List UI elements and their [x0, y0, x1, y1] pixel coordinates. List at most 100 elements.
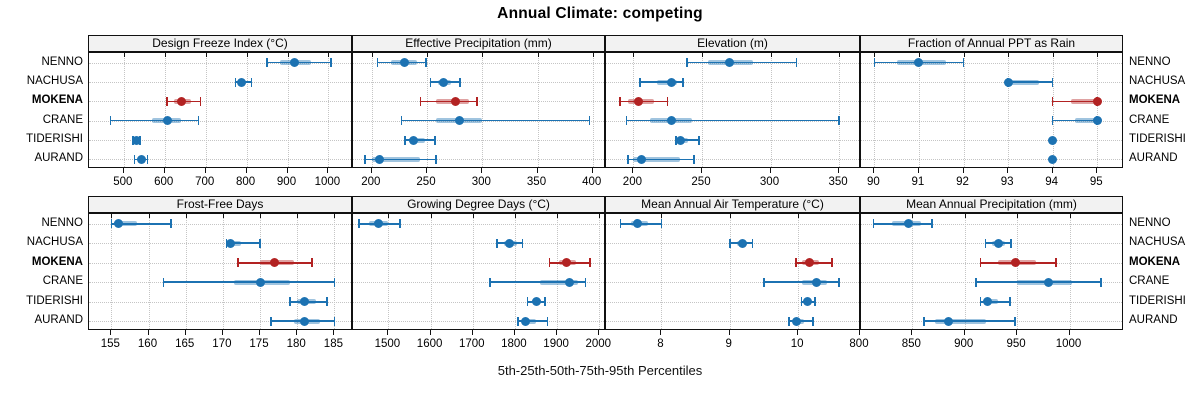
- interval-cap: [660, 219, 663, 229]
- axis-tick-label: 200: [622, 176, 642, 188]
- median-dot-aurand: [1048, 154, 1058, 164]
- interval-cap: [1100, 277, 1102, 287]
- axis-tick-top: [963, 53, 965, 57]
- axis-tick: [598, 330, 600, 335]
- gridline-vertical: [164, 53, 166, 167]
- interval-cap: [1010, 238, 1012, 248]
- gridline-horizontal: [861, 140, 1122, 141]
- interval-5-95: [110, 119, 199, 122]
- panel-plot-frost-free-days: [88, 213, 352, 330]
- panel-header-growing-degree-days-c: Growing Degree Days (°C): [352, 196, 605, 213]
- axis-tick-label: 155: [100, 338, 120, 350]
- panel-header-mean-annual-precipitation-mm: Mean Annual Precipitation (mm): [860, 196, 1123, 213]
- gridline-horizontal: [353, 82, 604, 83]
- interval-cap: [526, 297, 529, 307]
- axis-tick-top: [371, 53, 373, 57]
- interval-cap: [521, 238, 524, 248]
- site-label-left-nachusa: NACHUSA: [26, 75, 83, 87]
- axis-tick-label: 95: [1089, 176, 1103, 188]
- interval-cap: [544, 297, 546, 307]
- interval-cap: [266, 58, 268, 68]
- interval-cap: [546, 316, 549, 326]
- interval-cap: [433, 135, 436, 145]
- gridline-vertical: [123, 53, 125, 167]
- site-label-right-crane: CRANE: [1129, 113, 1170, 126]
- interval-cap: [459, 77, 461, 87]
- axis-tick: [701, 168, 702, 173]
- median-dot-mokena: [561, 258, 571, 268]
- gridline-vertical: [964, 214, 966, 329]
- axis-tick-label: 91: [911, 176, 925, 188]
- axis-tick: [1051, 168, 1053, 173]
- gridline-vertical: [592, 53, 594, 167]
- axis-tick-label: 165: [175, 338, 195, 350]
- axis-tick-top: [770, 53, 772, 57]
- axis-tick-label: 1600: [416, 338, 443, 350]
- median-dot-mokena: [270, 258, 280, 268]
- interval-cap: [814, 297, 816, 307]
- axis-tick-label: 1900: [543, 338, 569, 350]
- interval-5-95: [401, 119, 590, 122]
- panel-header-mean-annual-air-temperature-c: Mean Annual Air Temperature (°C): [605, 196, 860, 213]
- gridline-horizontal: [89, 62, 351, 64]
- panel-header-fraction-of-annual-ppt-as-rain: Fraction of Annual PPT as Rain: [860, 35, 1123, 52]
- interval-cap: [109, 116, 112, 126]
- interval-cap: [358, 219, 360, 229]
- axis-tick: [591, 168, 593, 173]
- interval-cap: [800, 297, 803, 307]
- gridline-horizontal: [861, 159, 1122, 161]
- interval-5-95: [873, 222, 933, 225]
- axis-tick: [204, 168, 206, 173]
- gridline-vertical: [514, 214, 516, 329]
- interval-5-95: [675, 139, 700, 141]
- interval-5-95: [111, 222, 171, 225]
- interval-5-95: [518, 320, 548, 323]
- axis-tick: [429, 330, 431, 335]
- gridline-horizontal: [89, 321, 351, 323]
- chart-title: Annual Climate: competing: [497, 5, 703, 22]
- axis-tick: [962, 168, 964, 173]
- axis-tick-label: 500: [113, 176, 133, 188]
- axis-tick-top: [334, 214, 336, 218]
- axis-tick-top: [918, 53, 920, 57]
- gridline-vertical: [246, 53, 248, 167]
- axis-tick-label: 900: [954, 338, 974, 350]
- site-label-left-crane: CRANE: [42, 113, 83, 126]
- median-dot-crane: [454, 116, 464, 126]
- median-dot-crane: [1044, 277, 1054, 287]
- interval-cap: [698, 135, 701, 145]
- interval-cap: [170, 219, 172, 229]
- gridline-vertical: [222, 214, 224, 329]
- axis-tick-top: [592, 53, 594, 57]
- interval-5-95: [976, 281, 1101, 284]
- interval-5-95: [980, 300, 1010, 303]
- axis-tick-label: 800: [849, 338, 869, 350]
- median-dot-tiderishi: [300, 297, 310, 307]
- gridline-vertical: [185, 214, 187, 329]
- gridline-vertical: [557, 214, 559, 329]
- gridline-vertical: [839, 53, 841, 167]
- interval-cap: [400, 116, 403, 126]
- panel-plot-effective-precipitation-mm: [352, 52, 605, 168]
- interval-cap: [872, 219, 875, 229]
- interval-cap: [425, 58, 427, 68]
- axis-tick: [797, 330, 799, 335]
- gridline-vertical: [388, 214, 390, 329]
- interval-cap: [979, 258, 982, 268]
- interval-cap: [831, 258, 834, 268]
- gridline-vertical: [1069, 214, 1071, 329]
- interval-5-95: [1052, 119, 1098, 122]
- interval-cap: [625, 116, 628, 126]
- gridline-vertical: [297, 214, 299, 329]
- axis-tick-label: 250: [691, 176, 711, 188]
- interval-5-95: [267, 61, 331, 64]
- gridline-vertical: [111, 214, 113, 329]
- gridline-vertical: [918, 53, 920, 167]
- median-dot-mokena: [177, 96, 187, 106]
- median-dot-tiderishi: [983, 297, 993, 307]
- interval-cap: [1051, 116, 1054, 126]
- interval-cap: [692, 154, 695, 164]
- panel-plot-mean-annual-air-temperature-c: [605, 213, 860, 330]
- interval-cap: [429, 77, 432, 87]
- axis-tick-top: [661, 214, 663, 218]
